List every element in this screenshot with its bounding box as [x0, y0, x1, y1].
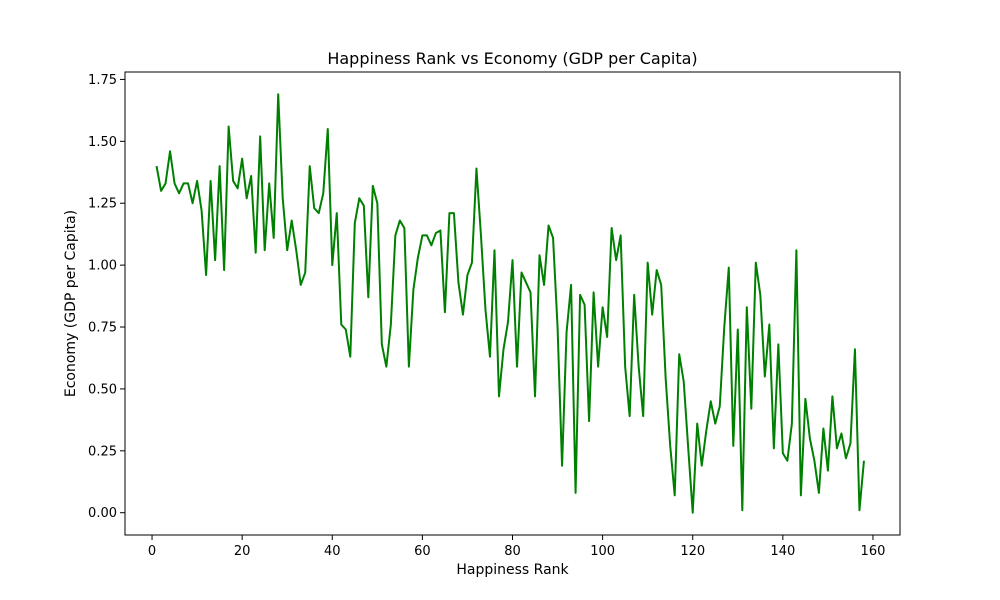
series-line	[155, 93, 865, 514]
x-tick-label: 60	[414, 544, 431, 559]
y-axis-label: Economy (GDP per Capita)	[63, 210, 79, 397]
chart-title: Happiness Rank vs Economy (GDP per Capit…	[327, 49, 697, 68]
x-tick-label: 80	[504, 544, 521, 559]
x-axis-label: Happiness Rank	[456, 562, 569, 578]
x-tick-label: 20	[234, 544, 251, 559]
y-tick-label: 1.00	[88, 259, 117, 274]
x-axis: 0 20 40 60 80 100 120 140 160	[148, 535, 885, 559]
x-tick-label: 40	[324, 544, 341, 559]
y-tick-label: 0.25	[88, 444, 117, 459]
x-tick-label: 0	[148, 544, 156, 559]
x-tick-label: 160	[861, 544, 886, 559]
x-tick-label: 140	[770, 544, 795, 559]
x-tick-label: 120	[680, 544, 705, 559]
y-tick-label: 1.50	[88, 135, 117, 150]
y-tick-label: 1.25	[88, 197, 117, 212]
series-layer	[155, 93, 865, 514]
y-tick-label: 0.75	[88, 321, 117, 336]
y-tick-label: 0.50	[88, 382, 117, 397]
y-tick-label: 1.75	[88, 73, 117, 88]
y-tick-label: 0.00	[88, 506, 117, 521]
x-tick-label: 100	[590, 544, 615, 559]
y-axis: 0.00 0.25 0.50 0.75 1.00 1.25 1.50 1.75	[88, 73, 125, 521]
